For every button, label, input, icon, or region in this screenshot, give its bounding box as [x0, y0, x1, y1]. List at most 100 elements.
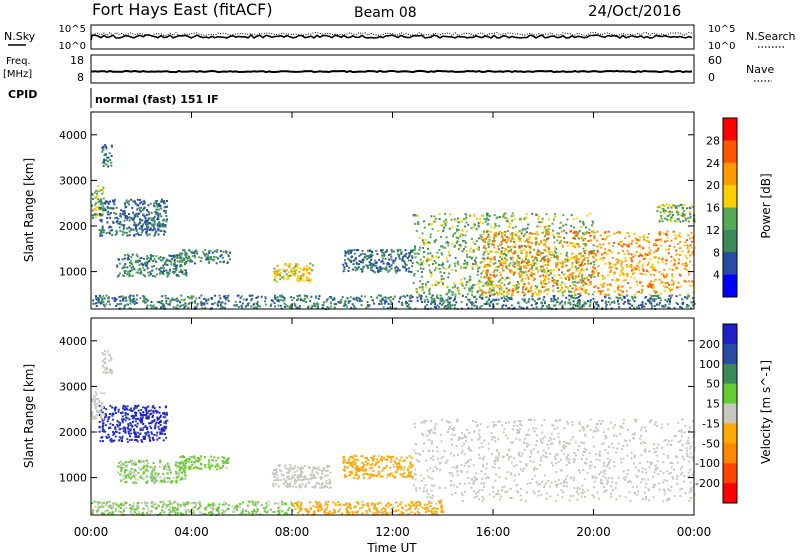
echo-cell: [334, 303, 337, 306]
echo-cell: [127, 255, 130, 257]
echo-cell: [449, 307, 452, 310]
echo-cell: [130, 198, 133, 201]
echo-cell: [631, 296, 634, 299]
echo-cell: [507, 250, 510, 253]
echo-cell: [649, 297, 652, 300]
echo-cell: [156, 410, 159, 413]
echo-cell: [164, 211, 167, 214]
echo-cell: [629, 303, 632, 306]
echo-cell: [100, 231, 103, 234]
echo-cell: [165, 220, 168, 223]
echo-cell: [500, 293, 503, 296]
colorbar-tick-label: 28: [706, 134, 720, 147]
echo-cell: [107, 165, 110, 168]
echo-cell: [108, 371, 111, 374]
echo-cell: [597, 274, 599, 277]
echo-cell: [151, 475, 154, 478]
echo-cell: [554, 256, 557, 258]
echo-cell: [630, 266, 633, 269]
echo-cell: [438, 267, 441, 270]
echo-cell: [140, 226, 143, 229]
echo-cell: [512, 261, 515, 264]
echo-cell: [116, 298, 119, 301]
echo-cell: [675, 211, 678, 214]
echo-cell: [578, 302, 581, 304]
echo-cell: [504, 239, 507, 241]
echo-cell: [437, 256, 440, 259]
echo-cell: [325, 469, 328, 472]
echo-cell: [493, 256, 496, 259]
echo-cell: [125, 461, 128, 464]
echo-cell: [570, 214, 573, 217]
echo-cell: [182, 304, 185, 307]
echo-cell: [139, 412, 142, 415]
echo-cell: [622, 302, 625, 305]
echo-cell: [112, 418, 114, 421]
echo-cell: [152, 254, 155, 257]
echo-cell: [559, 284, 562, 287]
echo-cell: [122, 475, 125, 478]
echo-cell: [472, 249, 475, 252]
echo-cell: [356, 299, 359, 302]
echo-cell: [182, 463, 185, 466]
echo-cell: [525, 301, 528, 304]
echo-cell: [609, 283, 611, 286]
echo-cell: [592, 255, 594, 258]
echo-cell: [128, 216, 131, 219]
echo-cell: [392, 259, 395, 262]
echo-cell: [227, 255, 230, 258]
echo-cell: [184, 263, 186, 266]
echo-cell: [538, 243, 541, 246]
echo-cell: [149, 271, 152, 274]
echo-cell: [227, 260, 230, 263]
echo-cell: [431, 298, 434, 301]
echo-cell: [577, 296, 580, 299]
echo-cell: [95, 197, 98, 200]
echo-cell: [119, 427, 122, 430]
echo-cell: [520, 307, 523, 309]
echo-cell: [606, 235, 608, 238]
echo-cell: [133, 216, 136, 219]
echo-cell: [502, 269, 505, 272]
y-tick-label: 4000: [59, 129, 87, 142]
echo-cell: [438, 305, 441, 308]
echo-cell: [320, 483, 323, 486]
echo-cell: [128, 439, 131, 442]
echo-cell: [660, 217, 663, 220]
echo-cell: [561, 260, 564, 263]
echo-cell: [667, 214, 670, 217]
echo-cell: [146, 225, 149, 228]
echo-cell: [183, 456, 186, 458]
echo-cell: [175, 481, 178, 484]
echo-cell: [678, 232, 681, 235]
echo-cell: [96, 192, 98, 195]
echo-region: [98, 404, 169, 443]
echo-cell: [102, 197, 105, 200]
echo-cell: [493, 239, 496, 242]
echo-cell: [555, 282, 558, 284]
echo-cell: [556, 239, 559, 242]
echo-cell: [540, 241, 543, 244]
echo-cell: [279, 278, 282, 281]
echo-cell: [338, 300, 341, 303]
echo-cell: [125, 231, 128, 234]
echo-cell: [313, 466, 316, 469]
echo-cell: [130, 468, 133, 471]
echo-cell: [592, 297, 595, 300]
echo-cell: [131, 274, 134, 277]
echo-cell: [146, 464, 148, 467]
echo-cell: [102, 208, 104, 211]
echo-cell: [221, 466, 223, 469]
echo-cell: [146, 479, 149, 482]
echo-cell: [289, 304, 292, 307]
echo-cell: [381, 260, 384, 263]
echo-cell: [286, 486, 289, 488]
echo-cell: [277, 299, 279, 302]
echo-cell: [282, 477, 285, 480]
echo-cell: [576, 258, 579, 261]
echo-cell: [679, 241, 682, 243]
echo-cell: [556, 255, 559, 258]
echo-cell: [620, 293, 623, 296]
echo-cell: [527, 264, 529, 266]
echo-cell: [426, 298, 429, 301]
